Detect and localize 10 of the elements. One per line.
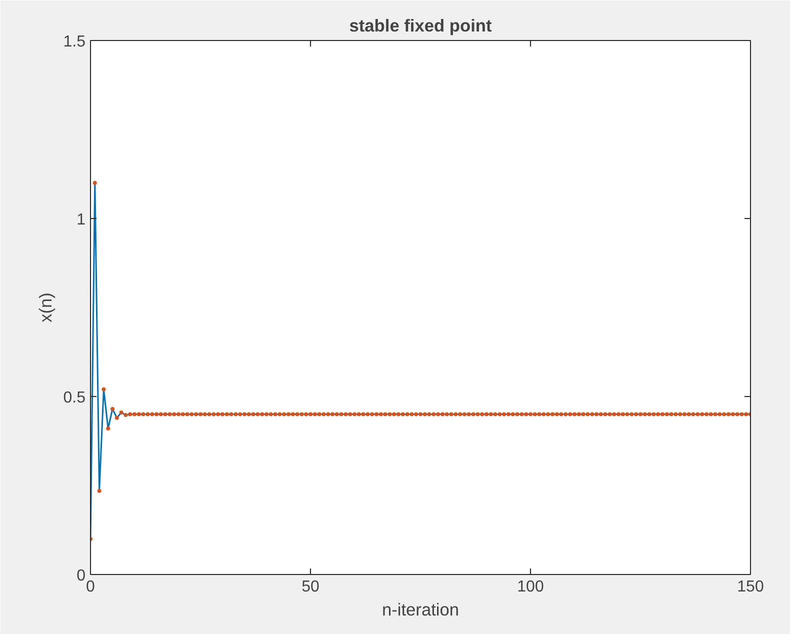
y-tick-label: 1.5 — [63, 34, 86, 50]
x-tick-label: 100 — [517, 578, 544, 596]
y-tick-label: 0.5 — [63, 390, 86, 406]
y-tick-label: 0 — [76, 568, 86, 584]
chart-title: stable fixed point — [349, 16, 492, 36]
x-axis-title: n-iteration — [382, 600, 460, 620]
x-tick-label: 50 — [302, 578, 320, 596]
y-axis-title: x(n) — [35, 292, 56, 322]
x-tick-label: 150 — [737, 578, 764, 596]
y-tick-label: 1 — [76, 212, 86, 228]
